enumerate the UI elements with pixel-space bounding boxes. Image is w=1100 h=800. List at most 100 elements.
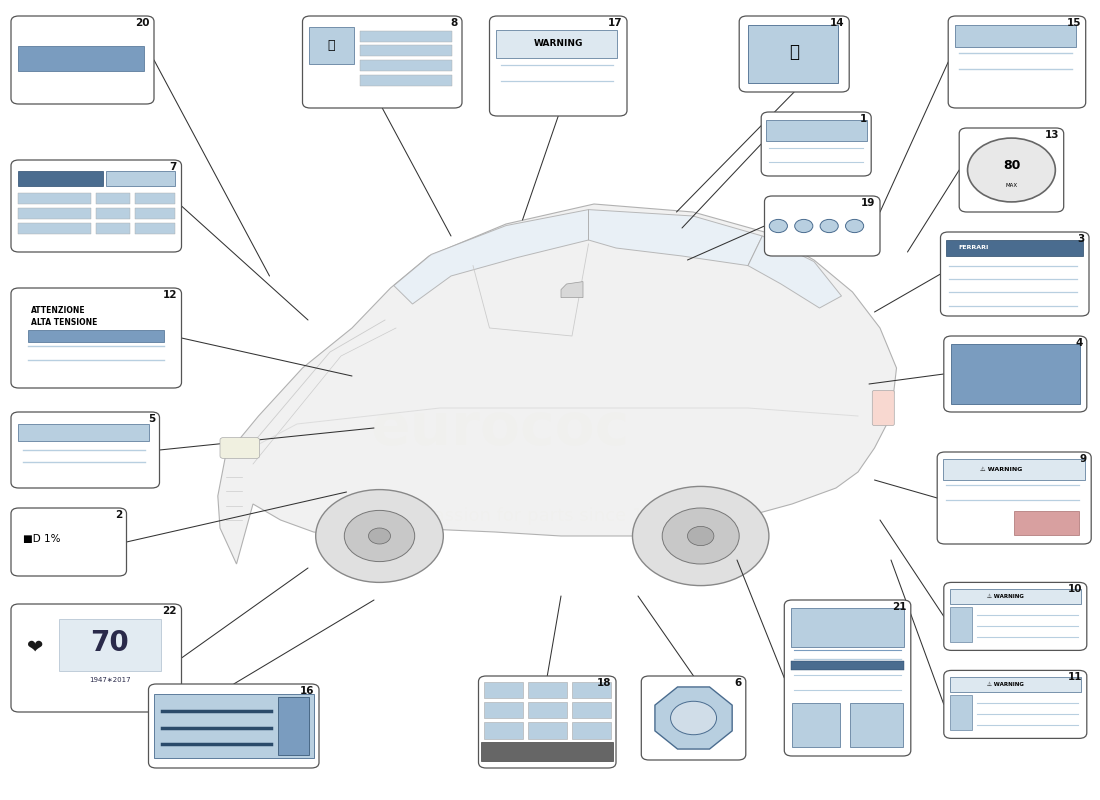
Bar — [18, 46, 144, 70]
Text: 2: 2 — [114, 510, 122, 520]
Bar — [18, 208, 91, 219]
Text: 9: 9 — [1080, 454, 1087, 463]
Bar — [572, 702, 610, 718]
Text: 4: 4 — [1075, 338, 1082, 347]
Bar — [360, 60, 452, 71]
Text: 3: 3 — [1077, 234, 1085, 243]
FancyBboxPatch shape — [11, 160, 182, 252]
Circle shape — [662, 508, 739, 564]
Circle shape — [846, 219, 864, 233]
FancyBboxPatch shape — [784, 600, 911, 756]
Polygon shape — [748, 236, 842, 308]
Bar — [791, 661, 904, 670]
Text: 1947∗2017: 1947∗2017 — [89, 677, 131, 682]
Bar — [18, 222, 91, 234]
Bar — [572, 682, 610, 698]
FancyBboxPatch shape — [944, 336, 1087, 412]
Circle shape — [821, 219, 838, 233]
Text: 1: 1 — [859, 114, 867, 123]
Text: ⚠ WARNING: ⚠ WARNING — [987, 594, 1024, 599]
FancyBboxPatch shape — [11, 604, 182, 712]
FancyBboxPatch shape — [478, 676, 616, 768]
Bar — [484, 682, 522, 698]
Bar — [949, 677, 1081, 692]
Circle shape — [794, 219, 813, 233]
Bar — [135, 208, 175, 219]
Bar — [766, 120, 867, 141]
Bar — [496, 30, 617, 58]
Bar — [107, 171, 175, 186]
FancyBboxPatch shape — [11, 412, 159, 488]
Text: ⚠ WARNING: ⚠ WARNING — [987, 682, 1024, 687]
Bar — [949, 607, 972, 642]
Polygon shape — [588, 210, 762, 266]
Bar — [135, 222, 175, 234]
Polygon shape — [654, 687, 733, 749]
Polygon shape — [561, 282, 583, 298]
Circle shape — [688, 526, 714, 546]
FancyBboxPatch shape — [220, 438, 260, 458]
Bar — [572, 722, 610, 738]
Bar — [949, 695, 972, 730]
Bar — [360, 75, 452, 86]
Bar — [58, 619, 161, 671]
Bar — [18, 171, 103, 186]
Text: ⚠ WARNING: ⚠ WARNING — [980, 467, 1023, 472]
Circle shape — [632, 486, 769, 586]
FancyBboxPatch shape — [302, 16, 462, 108]
Bar — [949, 589, 1081, 604]
Circle shape — [344, 510, 415, 562]
Text: 7: 7 — [169, 162, 177, 171]
Text: ALTA TENSIONE: ALTA TENSIONE — [32, 318, 98, 327]
FancyBboxPatch shape — [940, 232, 1089, 316]
Bar — [528, 702, 566, 718]
Bar — [528, 722, 566, 738]
Text: 15: 15 — [1067, 18, 1081, 27]
Circle shape — [671, 702, 716, 734]
Text: 22: 22 — [163, 606, 177, 616]
Bar — [792, 703, 840, 746]
Circle shape — [316, 490, 443, 582]
FancyBboxPatch shape — [944, 670, 1087, 738]
FancyBboxPatch shape — [937, 452, 1091, 544]
FancyBboxPatch shape — [944, 582, 1087, 650]
Text: 13: 13 — [1045, 130, 1059, 139]
Polygon shape — [218, 204, 896, 564]
Bar — [484, 722, 522, 738]
Text: 16: 16 — [300, 686, 315, 695]
Text: ⛽: ⛽ — [789, 43, 800, 62]
Text: ATTENZIONE: ATTENZIONE — [32, 306, 86, 315]
Bar — [154, 694, 314, 758]
Bar — [528, 682, 566, 698]
Bar — [1014, 511, 1079, 534]
Text: 20: 20 — [135, 18, 150, 27]
Text: WARNING: WARNING — [534, 39, 583, 49]
Text: 6: 6 — [734, 678, 741, 687]
FancyBboxPatch shape — [11, 288, 182, 388]
Text: 70: 70 — [90, 629, 130, 657]
FancyBboxPatch shape — [764, 196, 880, 256]
Bar — [18, 193, 91, 204]
Bar — [97, 222, 130, 234]
Text: 8: 8 — [450, 18, 458, 27]
Text: 17: 17 — [608, 18, 623, 27]
Circle shape — [368, 528, 390, 544]
FancyBboxPatch shape — [148, 684, 319, 768]
Text: 12: 12 — [163, 290, 177, 299]
Text: 5: 5 — [147, 414, 155, 424]
Text: MAX: MAX — [1005, 182, 1018, 188]
Bar — [360, 30, 452, 42]
Text: 21: 21 — [892, 602, 906, 611]
Text: 10: 10 — [1068, 584, 1082, 594]
Bar — [97, 208, 130, 219]
Circle shape — [968, 138, 1055, 202]
Text: 18: 18 — [597, 678, 612, 687]
Text: 🛢: 🛢 — [328, 39, 336, 52]
Text: 11: 11 — [1068, 672, 1082, 682]
Bar — [482, 742, 614, 761]
Circle shape — [769, 219, 788, 233]
Bar — [850, 703, 903, 746]
Text: 80: 80 — [1003, 159, 1020, 172]
Polygon shape — [394, 210, 588, 304]
Bar — [278, 697, 309, 755]
